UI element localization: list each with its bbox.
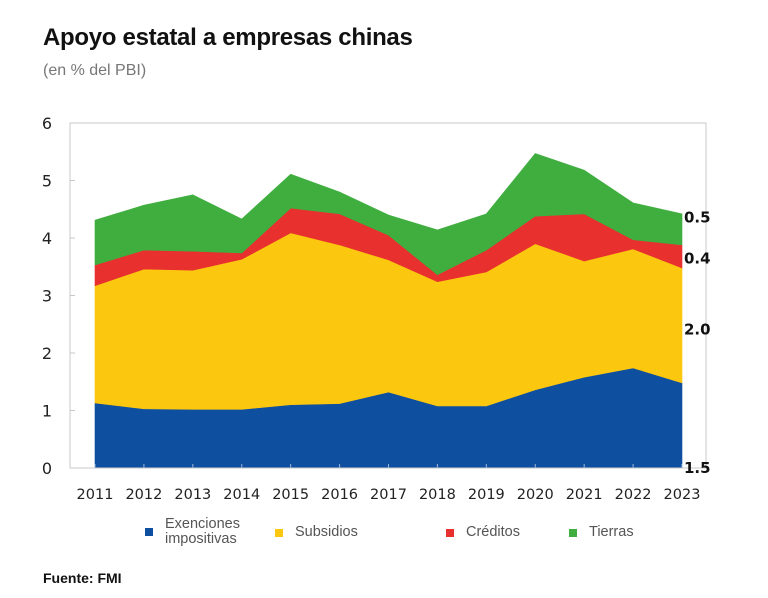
legend-swatch [275, 528, 283, 537]
legend-item-tierras: Tierras [569, 525, 634, 540]
x-tick-label: 2011 [77, 487, 114, 503]
x-tick-label: 2022 [615, 487, 652, 503]
y-tick-label: 1 [42, 402, 52, 421]
x-tick-label: 2017 [370, 487, 407, 503]
x-tick-label: 2016 [321, 487, 358, 503]
legend-swatch [569, 528, 577, 537]
legend-swatch [145, 528, 153, 536]
x-tick-label: 2021 [566, 487, 603, 503]
legend-label: Exenciones impositivas [165, 516, 240, 547]
y-tick-label: 0 [42, 459, 52, 478]
end-label-subsidios: 2.0 [684, 320, 711, 338]
x-tick-label: 2018 [419, 487, 456, 503]
x-tick-label: 2023 [664, 487, 701, 503]
x-tick-label: 2015 [272, 487, 309, 503]
end-label-tierras: 0.5 [684, 209, 711, 227]
end-label-creditos: 0.4 [684, 250, 711, 268]
legend-label: Créditos [466, 524, 520, 540]
y-axis: 0 1 2 3 4 5 6 [42, 114, 75, 478]
legend-item-exenciones-impositivas: Exenciones impositivas [145, 517, 255, 547]
x-tick-label: 2014 [223, 487, 260, 503]
legend-label: Subsidios [295, 524, 358, 540]
area-layers [94, 153, 683, 469]
area-tierras [94, 153, 683, 276]
end-label-exenciones-impositivas: 1.5 [684, 459, 711, 477]
chart-title: Apoyo estatal a empresas chinas [43, 24, 413, 51]
y-tick-label: 3 [42, 287, 52, 306]
x-axis: 2011 2012 2013 2014 2015 2016 2017 2018 2019 2020… [77, 464, 701, 503]
x-tick-label: 2020 [517, 487, 554, 503]
legend-swatch [446, 528, 454, 537]
legend-item-creditos: Créditos [446, 525, 520, 540]
end-labels: 0.5 0.4 2.0 1.5 [684, 209, 711, 477]
y-tick-label: 5 [42, 172, 52, 191]
legend-item-subsidios: Subsidios [275, 525, 358, 540]
source-note: Fuente: FMI [43, 570, 122, 586]
y-tick-label: 2 [42, 344, 52, 363]
y-tick-label: 6 [42, 114, 52, 133]
legend-label: Tierras [589, 524, 634, 540]
x-tick-label: 2019 [468, 487, 505, 503]
y-tick-label: 4 [42, 229, 52, 248]
legend: Exenciones impositivas Subsidios Créditos Ti… [0, 516, 768, 556]
chart-subtitle: (en % del PBI) [43, 62, 147, 79]
x-tick-label: 2013 [174, 487, 211, 503]
x-tick-label: 2012 [125, 487, 162, 503]
